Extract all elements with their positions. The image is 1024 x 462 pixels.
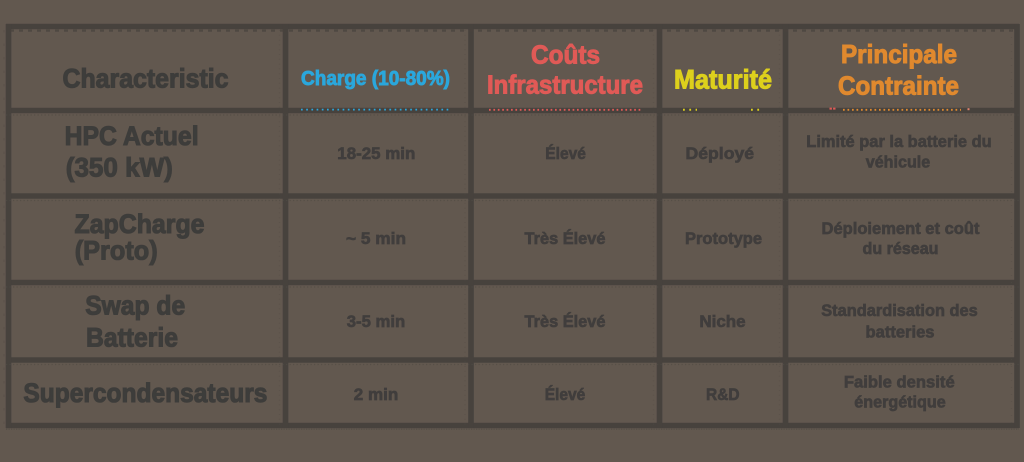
svg-text:Maturité: Maturité: [674, 65, 772, 95]
svg-text:Charge (10-80%): Charge (10-80%): [301, 68, 450, 90]
svg-text:Très Élevé: Très Élevé: [525, 229, 606, 248]
svg-text:Déployé: Déployé: [686, 144, 755, 163]
svg-text:~ 5 min: ~ 5 min: [346, 229, 406, 248]
svg-text:énergétique: énergétique: [854, 393, 946, 412]
svg-text:18-25 min: 18-25 min: [337, 144, 415, 163]
svg-text:Faible densité: Faible densité: [844, 373, 955, 392]
svg-text:ZapCharge: ZapCharge: [75, 209, 205, 239]
svg-text:Limité par la batterie du: Limité par la batterie du: [806, 132, 991, 151]
svg-text:Principale: Principale: [841, 39, 957, 69]
svg-text:batteries: batteries: [866, 322, 935, 341]
svg-text:2 min: 2 min: [354, 385, 399, 404]
svg-text:HPC Actuel: HPC Actuel: [65, 121, 199, 151]
svg-text:Standardisation des: Standardisation des: [821, 301, 978, 320]
svg-text:Infrastructure: Infrastructure: [487, 70, 643, 100]
svg-text:véhicule: véhicule: [866, 153, 931, 172]
svg-text:Niche: Niche: [699, 312, 745, 331]
svg-text:3-5 min: 3-5 min: [347, 312, 406, 331]
svg-text:Batterie: Batterie: [86, 323, 178, 353]
svg-text:Déploiement et coût: Déploiement et coût: [822, 219, 980, 238]
svg-text:Élevé: Élevé: [545, 144, 586, 163]
svg-text:Supercondensateurs: Supercondensateurs: [23, 378, 267, 408]
svg-text:Characteristic: Characteristic: [63, 64, 229, 94]
svg-text:Swap de: Swap de: [85, 291, 185, 321]
svg-text:Prototype: Prototype: [685, 229, 762, 248]
svg-text:(350 kW): (350 kW): [66, 153, 173, 183]
svg-text:R&D: R&D: [706, 385, 740, 404]
svg-text:(Proto): (Proto): [75, 236, 158, 266]
svg-text:Contrainte: Contrainte: [838, 71, 959, 101]
svg-text:Élevé: Élevé: [545, 385, 586, 404]
svg-text:Très Élevé: Très Élevé: [525, 312, 606, 331]
svg-text:Coûts: Coûts: [531, 40, 600, 70]
svg-text:du réseau: du réseau: [863, 239, 939, 258]
